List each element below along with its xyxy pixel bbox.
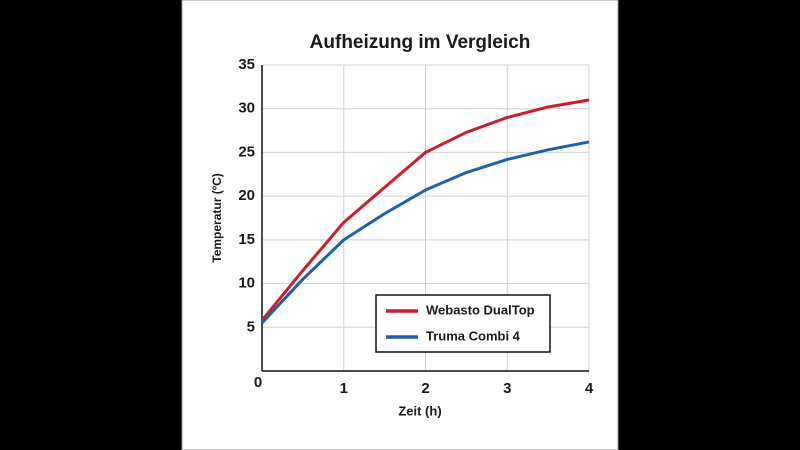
y-tick-label: 5 [247, 318, 255, 335]
y-tick-label: 30 [238, 100, 255, 117]
legend-label: Webasto DualTop [426, 302, 535, 317]
y-tick-label: 10 [238, 275, 255, 292]
x-tick-label: 3 [503, 380, 511, 397]
x-axis-label: Zeit (h) [398, 403, 441, 418]
y-axis-label: Temperatur (ºC) [210, 173, 224, 263]
y-tick-label: 35 [238, 56, 255, 73]
chart-title: Aufheizung im Vergleich [310, 32, 531, 53]
legend-label: Truma Combi 4 [426, 328, 521, 343]
legend-box [375, 294, 551, 353]
data-line [260, 140, 590, 324]
y-tick-label: 25 [238, 143, 255, 160]
chart-panel [181, 0, 619, 450]
data-line [260, 98, 590, 322]
x-tick-label: 4 [585, 380, 594, 397]
x-tick-label: 1 [340, 380, 348, 397]
x-tick-label: 2 [421, 380, 429, 397]
y-tick-label: 15 [238, 231, 255, 248]
y-tick-label: 0 [254, 374, 262, 391]
y-tick-label: 20 [238, 187, 255, 204]
